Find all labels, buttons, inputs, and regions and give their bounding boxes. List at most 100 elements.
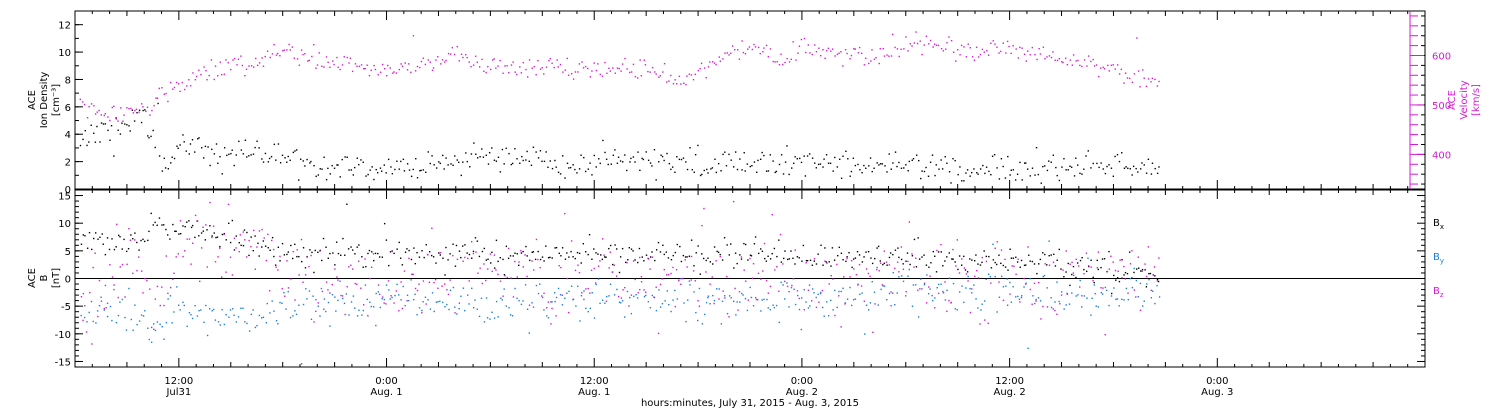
bz-point: [341, 295, 344, 297]
bx-point: [578, 252, 581, 255]
by-point: [1100, 291, 1103, 294]
bx-point: [294, 243, 296, 246]
by-point: [464, 309, 466, 312]
bx-point: [1046, 264, 1048, 266]
bz-point: [1069, 263, 1071, 265]
density-point: [715, 171, 718, 174]
bx-point: [485, 259, 488, 261]
density-point: [605, 158, 608, 160]
bz-point: [1054, 309, 1056, 312]
by-point: [1071, 292, 1073, 294]
bz-point: [126, 263, 128, 266]
bz-point: [281, 288, 283, 290]
bz-point: [915, 257, 917, 259]
bx-point: [591, 258, 593, 260]
velocity-point: [373, 64, 375, 67]
bz-point: [755, 298, 758, 301]
density-point: [131, 109, 134, 111]
density-point: [476, 157, 479, 159]
density-point: [1129, 168, 1131, 170]
bz-point: [244, 239, 246, 241]
velocity-point: [132, 112, 135, 114]
density-point: [207, 146, 209, 148]
bz-point: [479, 267, 481, 269]
velocity-point: [282, 49, 284, 52]
bx-point: [892, 253, 894, 256]
bx-point: [1097, 268, 1100, 271]
bz-point: [967, 280, 969, 282]
b-axis-title-line2: B: [39, 274, 50, 281]
density-point: [1154, 167, 1156, 170]
density-point: [693, 171, 695, 173]
density-point: [284, 157, 286, 159]
bz-point: [331, 283, 334, 286]
bz-point: [1110, 255, 1112, 257]
velocity-point: [834, 55, 836, 57]
density-point: [969, 175, 971, 177]
density-point: [1092, 162, 1094, 165]
velocity-point: [668, 80, 670, 82]
density-point: [1035, 146, 1038, 149]
bz-point: [196, 220, 198, 222]
by-point: [96, 310, 99, 312]
by-point: [639, 288, 641, 291]
bz-point: [879, 262, 882, 264]
bz-point: [737, 309, 739, 311]
bx-point: [662, 244, 664, 247]
density-point: [832, 170, 834, 172]
bx-point: [154, 221, 156, 224]
bx-point: [749, 254, 752, 256]
velocity-point: [321, 65, 323, 67]
by-point: [752, 305, 755, 307]
by-point: [836, 306, 838, 309]
legend-by-text: B: [1433, 252, 1440, 263]
bx-point: [161, 224, 163, 226]
bx-point: [963, 255, 965, 258]
velocity-point: [453, 53, 456, 56]
bx-point: [495, 239, 498, 242]
by-point: [302, 303, 305, 306]
density-point: [365, 175, 367, 177]
velocity-point: [788, 61, 791, 63]
by-point: [154, 329, 157, 332]
bx-point: [138, 249, 140, 251]
bx-point: [351, 249, 354, 251]
bz-point: [346, 286, 348, 288]
velocity-point: [584, 65, 587, 68]
by-point: [486, 317, 489, 319]
by-point: [973, 284, 975, 286]
bz-point: [411, 273, 413, 276]
velocity-point: [1066, 64, 1069, 66]
by-point: [595, 283, 597, 286]
bx-point: [332, 252, 334, 254]
by-point: [223, 323, 226, 326]
bz-point: [950, 302, 952, 304]
density-point: [584, 170, 587, 173]
density-point: [479, 156, 481, 158]
bx-point: [574, 257, 576, 260]
by-point: [252, 309, 254, 311]
bz-point: [452, 254, 454, 257]
velocity-point: [971, 56, 974, 58]
bx-point: [1071, 273, 1073, 276]
velocity-point: [264, 55, 266, 58]
bx-point: [1044, 253, 1046, 256]
velocity-point: [395, 72, 398, 74]
density-point: [1121, 152, 1123, 154]
velocity-point: [389, 67, 391, 69]
velocity-axis-title-line3: [km/s]: [1471, 84, 1482, 116]
bz-point: [336, 276, 338, 278]
density-point: [753, 161, 756, 163]
by-point: [739, 301, 741, 303]
bx-point: [225, 239, 227, 241]
velocity-point: [444, 61, 446, 63]
bx-point: [314, 249, 316, 252]
density-point: [1023, 162, 1026, 164]
bx-point: [531, 251, 533, 254]
velocity-point: [911, 45, 913, 47]
by-point: [969, 287, 971, 290]
bz-point: [272, 248, 275, 251]
density-point: [616, 162, 619, 164]
by-point: [929, 288, 931, 290]
density-point: [701, 173, 703, 176]
